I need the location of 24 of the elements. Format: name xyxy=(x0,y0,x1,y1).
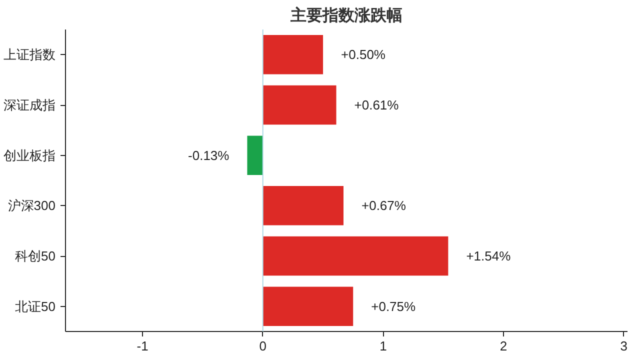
bar xyxy=(262,186,344,226)
bar xyxy=(262,236,448,276)
bar xyxy=(262,286,354,326)
bar xyxy=(262,85,336,125)
data-label: -0.13% xyxy=(188,148,230,163)
data-label: +1.54% xyxy=(466,248,512,264)
y-tick-label: 沪深300 xyxy=(8,198,56,214)
x-tick-label: 2 xyxy=(500,338,508,353)
x-tick-label: 0 xyxy=(259,338,266,353)
x-tick-label: 1 xyxy=(380,338,387,353)
bar xyxy=(262,35,324,74)
data-label: +0.50% xyxy=(341,47,386,62)
y-tick-label: 上证指数 xyxy=(4,47,56,62)
chart-title: 主要指数涨跌幅 xyxy=(290,6,402,24)
data-label: +0.75% xyxy=(371,298,416,314)
bar xyxy=(247,136,263,175)
y-tick-label: 创业板指 xyxy=(4,148,56,163)
x-tick-label: 3 xyxy=(620,338,628,353)
y-tick-label: 深证成指 xyxy=(4,98,56,112)
y-tick-label: 科创50 xyxy=(15,248,56,264)
x-tick-label: -1 xyxy=(136,338,148,353)
y-tick-label: 北证50 xyxy=(15,298,56,314)
data-label: +0.61% xyxy=(354,98,400,112)
data-label: +0.67% xyxy=(361,198,406,214)
